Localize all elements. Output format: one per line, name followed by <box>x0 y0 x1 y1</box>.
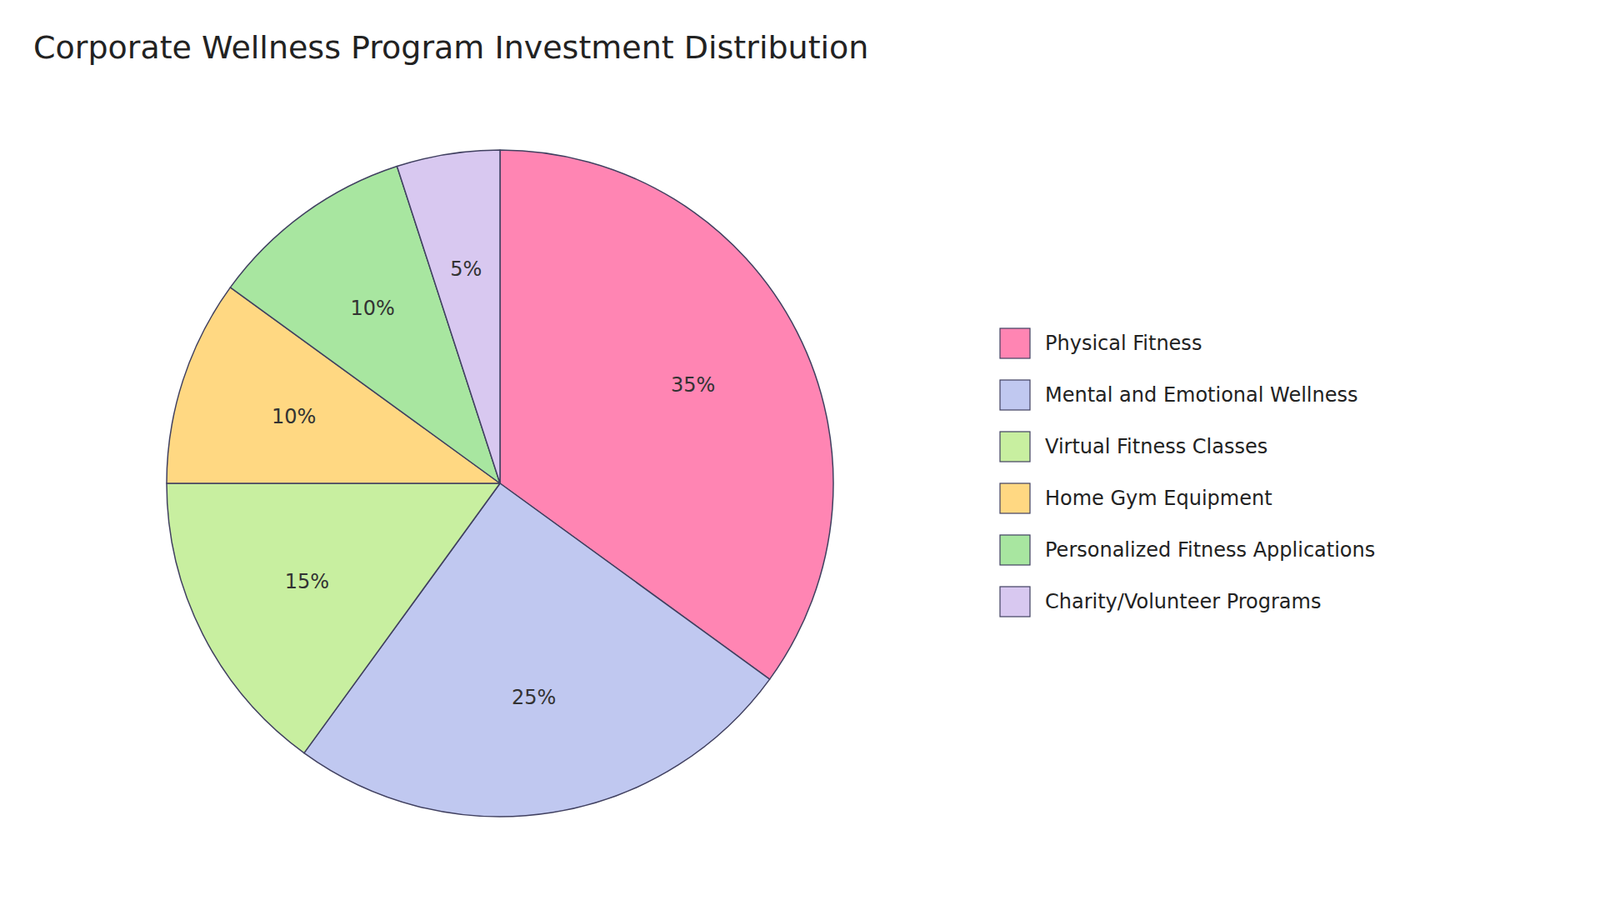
pie-labels: 35% 25% 15% 10% 10% 5% <box>271 257 715 710</box>
data-label: 10% <box>350 296 395 320</box>
pie-slice <box>166 483 500 754</box>
legend-swatch <box>1000 380 1030 410</box>
data-label: 15% <box>285 570 330 594</box>
data-label: 35% <box>670 373 715 397</box>
legend: Physical Fitness Mental and Emotional Wel… <box>1000 328 1375 617</box>
legend-label: Mental and Emotional Wellness <box>1045 383 1359 407</box>
chart-container: Corporate Wellness Program Investment Di… <box>0 0 1600 900</box>
chart-title: Corporate Wellness Program Investment Di… <box>33 29 869 66</box>
legend-swatch <box>1000 431 1030 462</box>
legend-swatch <box>1000 483 1030 514</box>
background <box>0 0 1600 900</box>
data-label: 10% <box>271 405 316 429</box>
pie-slices <box>166 150 834 817</box>
data-label: 5% <box>450 257 482 281</box>
legend-label: Charity/Volunteer Programs <box>1045 590 1321 614</box>
legend-label: Home Gym Equipment <box>1045 486 1273 510</box>
legend-swatch <box>1000 586 1030 617</box>
data-label: 25% <box>511 685 556 710</box>
chart-svg: Corporate Wellness Program Investment Di… <box>0 0 1600 900</box>
legend-label: Personalized Fitness Applications <box>1045 538 1375 562</box>
legend-label: Physical Fitness <box>1045 331 1202 355</box>
legend-swatch <box>1000 328 1030 359</box>
legend-swatch <box>1000 535 1030 565</box>
legend-label: Virtual Fitness Classes <box>1045 435 1268 459</box>
pie-slice <box>396 150 500 484</box>
